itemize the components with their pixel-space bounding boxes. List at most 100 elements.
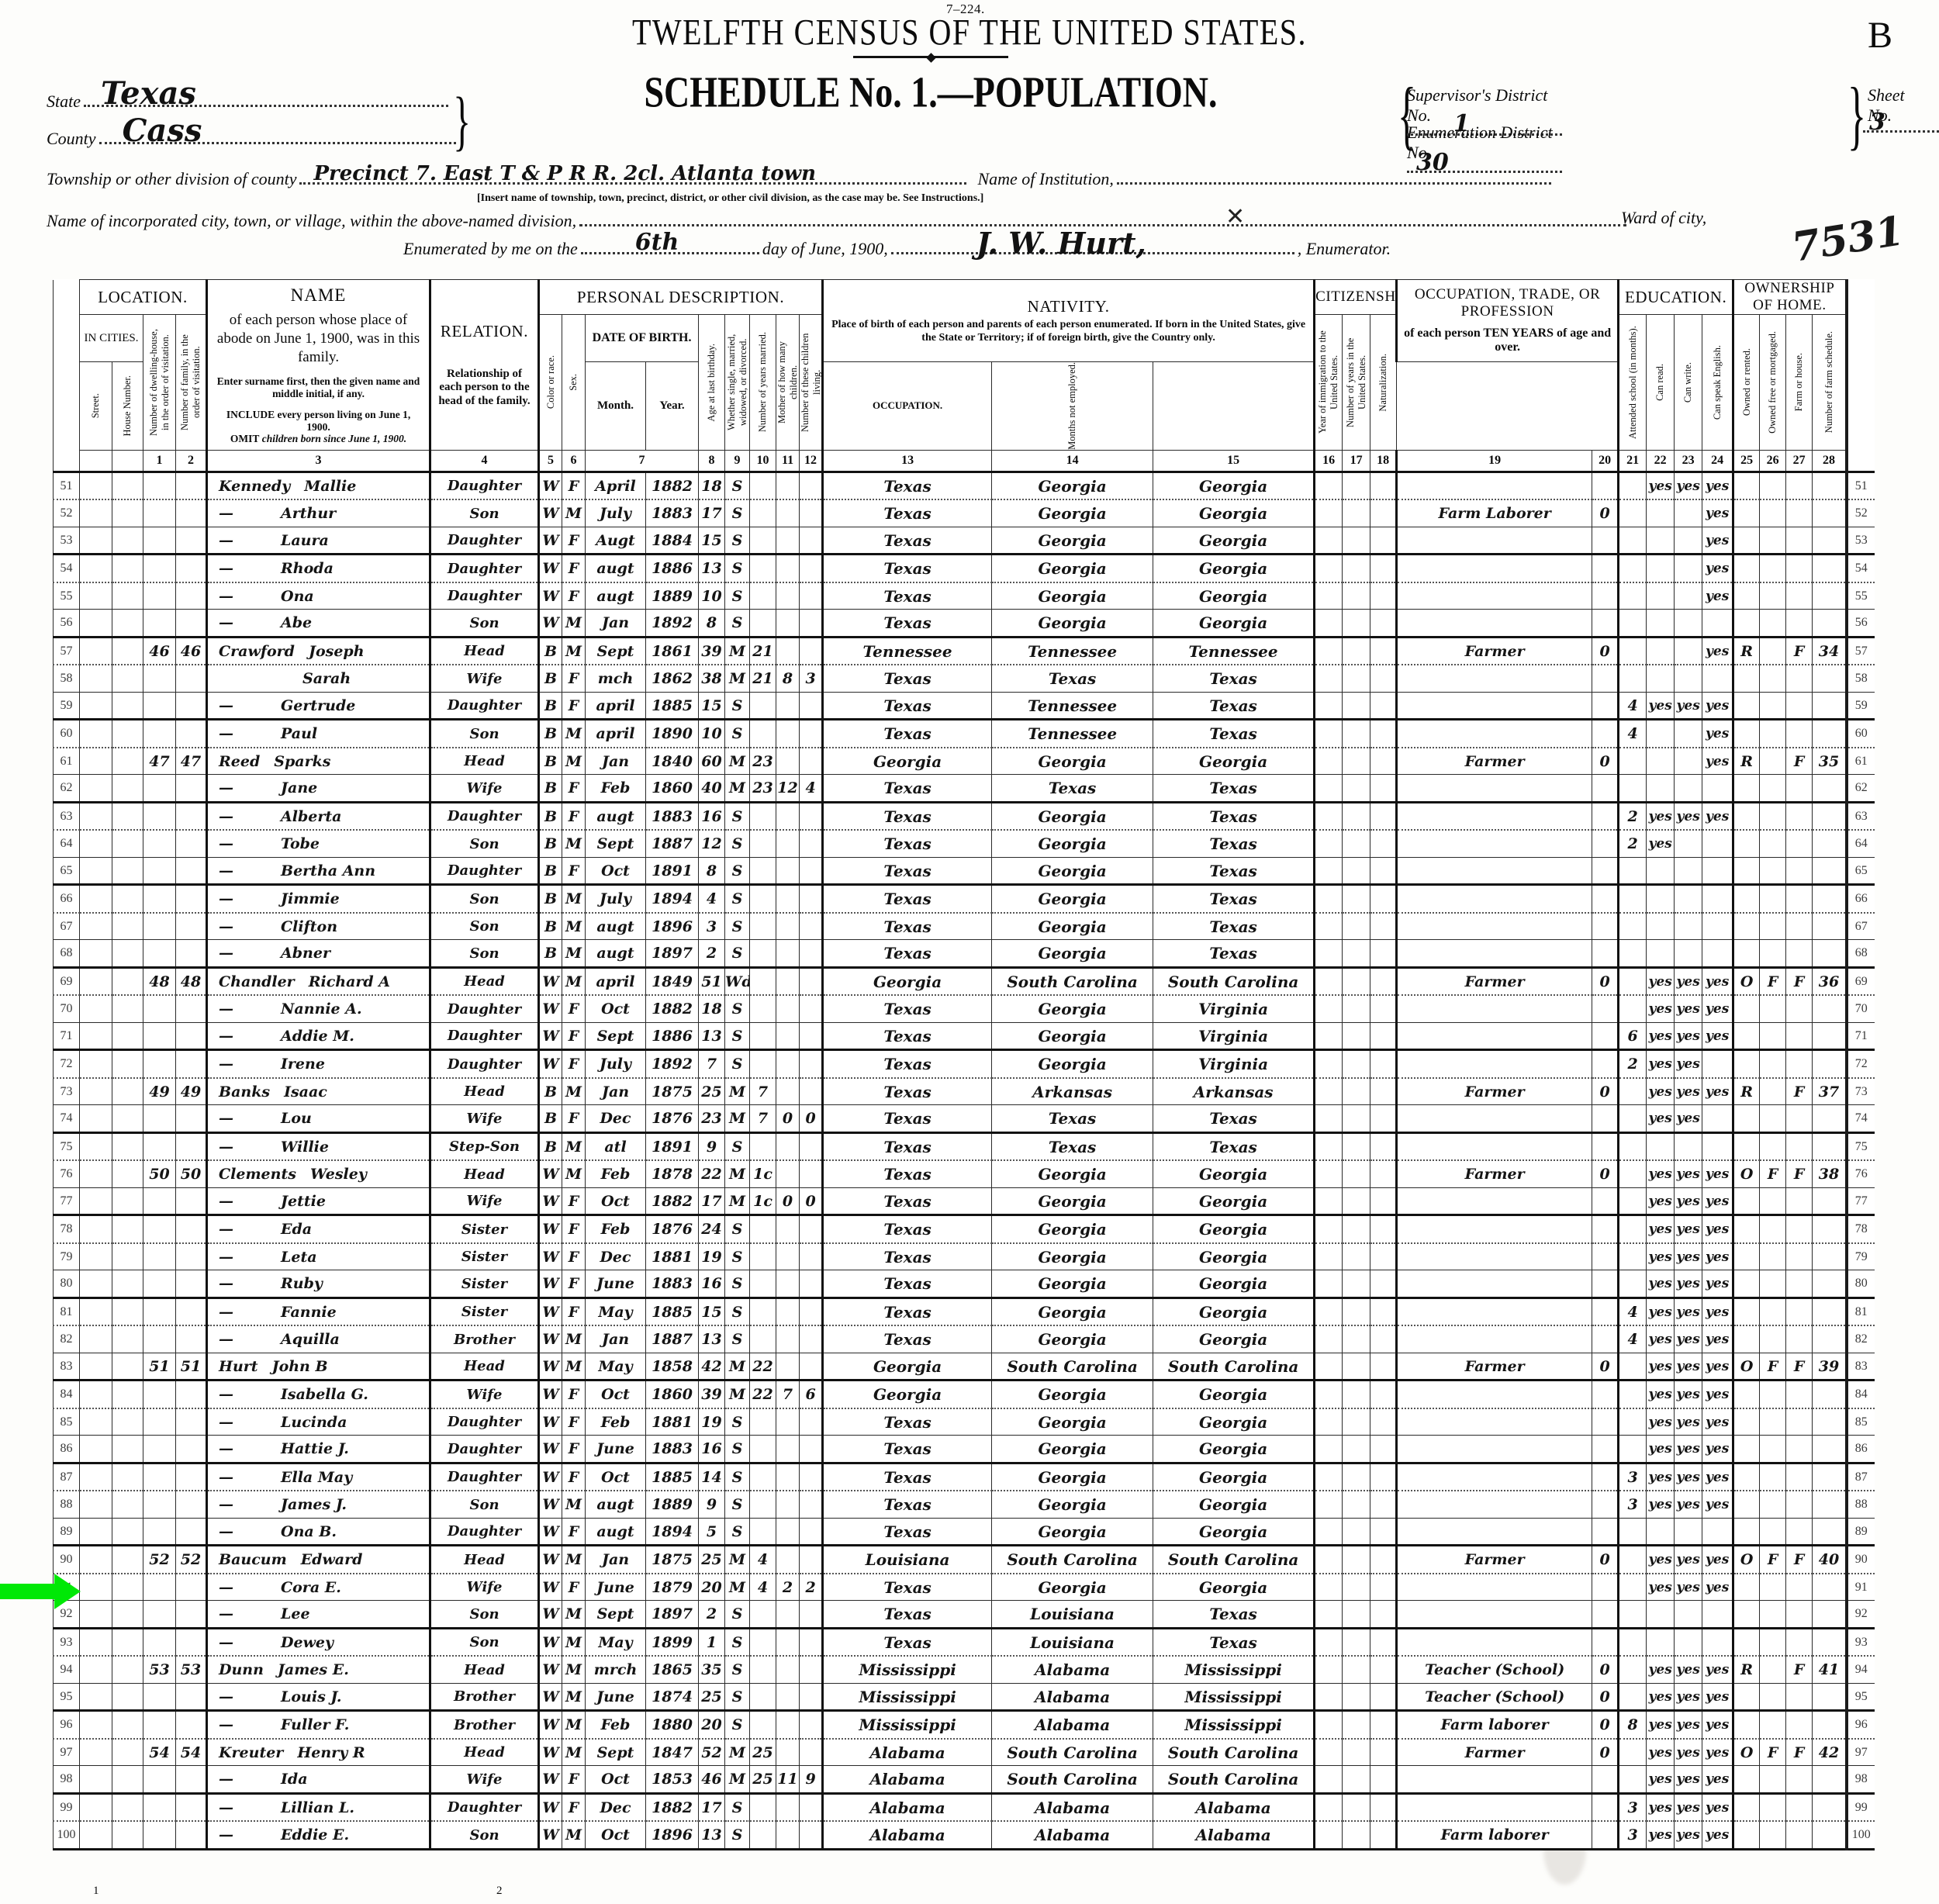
- cell-marital: M: [724, 1352, 751, 1382]
- cell-age: 16: [698, 1435, 726, 1464]
- cell-pob-father: Tennessee: [991, 719, 1154, 748]
- cell-immigration: [1313, 1600, 1343, 1629]
- row-line-number-right: 79: [1844, 1242, 1875, 1271]
- cell-school: [1617, 609, 1647, 638]
- cell-relation: Daughter: [429, 1517, 540, 1547]
- row-line-number-right: 67: [1844, 912, 1875, 941]
- row-line-number-right: 84: [1844, 1380, 1875, 1409]
- num-19: 19: [1395, 449, 1593, 472]
- cell-own-rent: [1732, 939, 1761, 969]
- cell-street: [79, 829, 112, 858]
- cell-own-rent: O: [1732, 1159, 1761, 1188]
- cell-dwelling: [143, 801, 176, 831]
- cell-sex: M: [562, 966, 586, 997]
- cell-write: [1674, 582, 1703, 610]
- cell-family: [175, 470, 208, 501]
- cell-months-unemployed: [1592, 939, 1619, 969]
- cell-marital: M: [724, 1104, 751, 1134]
- cell-own-rent: [1732, 470, 1761, 501]
- row-line-number-right: 92: [1844, 1600, 1875, 1629]
- cell-dwelling: [143, 1242, 176, 1271]
- cell-own-free: [1759, 1710, 1787, 1740]
- cell-name: — Abner: [206, 939, 431, 969]
- cell-pob: Texas: [821, 1049, 993, 1079]
- cell-pob-mother: Georgia: [1153, 1297, 1315, 1327]
- cell-own-rent: [1732, 526, 1761, 556]
- cell-house: [112, 912, 143, 941]
- cell-own-rent: [1732, 719, 1761, 748]
- cell-write: [1674, 829, 1703, 858]
- row-line-number-left: 58: [53, 664, 80, 693]
- cell-street: [79, 1325, 112, 1353]
- cell-age: 12: [698, 829, 726, 858]
- cell-house: [112, 1297, 143, 1327]
- cell-pob-mother: Georgia: [1153, 582, 1315, 610]
- cell-write: yes: [1674, 1792, 1703, 1823]
- cell-children: [776, 1545, 800, 1574]
- cell-sex: F: [562, 1380, 586, 1409]
- cell-occupation: Farmer: [1395, 747, 1593, 776]
- cell-school: [1617, 1104, 1647, 1134]
- cell-school: [1617, 1215, 1647, 1244]
- cell-pob-mother: Georgia: [1153, 1490, 1315, 1519]
- table-row: 61 47 47 Reed Sparks Head B M Jan 1840 60 M 23 Georgi…: [53, 747, 1875, 776]
- cell-pob-father: Alabama: [991, 1710, 1154, 1740]
- cell-own-rent: [1732, 1462, 1761, 1492]
- cell-marital: S: [724, 1655, 751, 1684]
- table-row: 71— Addie M. Daughter W F Sept 1886 13 S Texas Geo…: [53, 1021, 1875, 1052]
- cell-year: 1889: [645, 1490, 700, 1519]
- cell-children: 0: [776, 1187, 800, 1217]
- cell-months-unemployed: [1592, 554, 1619, 583]
- cell-age: 23: [698, 1104, 726, 1134]
- cell-english: [1702, 1049, 1734, 1079]
- cell-street: [79, 582, 112, 610]
- cell-own-free: [1759, 1765, 1787, 1795]
- cell-pob-father: Georgia: [991, 554, 1154, 583]
- state-county-brace: }: [453, 83, 471, 157]
- cell-english: yes: [1702, 1159, 1734, 1188]
- cell-yrs-married: 22: [749, 1352, 777, 1382]
- cell-farm-house: [1785, 1380, 1813, 1409]
- cell-age: 20: [698, 1573, 726, 1602]
- cell-write: yes: [1674, 1490, 1703, 1519]
- cell-write: yes: [1674, 1325, 1703, 1353]
- cell-marital: S: [724, 829, 751, 858]
- cell-age: 8: [698, 856, 726, 886]
- cell-year: 1875: [645, 1077, 700, 1106]
- cell-name: — Bertha Ann: [206, 856, 431, 886]
- cell-dwelling: [143, 1380, 176, 1409]
- cell-street: [79, 499, 112, 527]
- cell-relation: Daughter: [429, 1049, 540, 1079]
- cell-own-rent: [1732, 499, 1761, 527]
- row-line-number-right: 74: [1844, 1104, 1875, 1134]
- cell-naturalization: [1370, 1655, 1398, 1684]
- cell-family: 48: [175, 966, 208, 997]
- col-marital-header: Whether single, married, widowed, or div…: [724, 314, 751, 451]
- cell-own-rent: [1732, 1242, 1761, 1271]
- cell-year: 1892: [645, 1049, 700, 1079]
- cell-write: yes: [1674, 1297, 1703, 1327]
- cell-naturalization: [1370, 1132, 1398, 1162]
- row-line-number-left: 88: [53, 1490, 80, 1519]
- cell-marital: M: [724, 774, 751, 803]
- title-divider: [853, 56, 1008, 58]
- cell-year: 1891: [645, 1132, 700, 1162]
- cell-own-rent: [1732, 1792, 1761, 1823]
- cell-english: yes: [1702, 1792, 1734, 1823]
- cell-yrs-us: [1342, 1049, 1371, 1079]
- num-22: 22: [1646, 449, 1675, 472]
- cell-age: 35: [698, 1655, 726, 1684]
- cell-yrs-us: [1342, 1600, 1371, 1629]
- cell-immigration: [1313, 526, 1343, 556]
- col-dwelling-header: Number of dwelling-house, in the order o…: [143, 314, 176, 451]
- table-row: 70— Nannie A. Daughter W F Oct 1882 18 S Texas Geo…: [53, 994, 1875, 1023]
- cell-immigration: [1313, 1159, 1343, 1188]
- county-value: Cass: [122, 112, 202, 149]
- cell-own-rent: [1732, 1408, 1761, 1436]
- cell-children: [776, 1490, 800, 1519]
- cell-yrs-married: 22: [749, 1380, 777, 1409]
- cell-family: [175, 1408, 208, 1436]
- col-year-header: Year.: [645, 361, 700, 451]
- cell-sex: M: [562, 829, 586, 858]
